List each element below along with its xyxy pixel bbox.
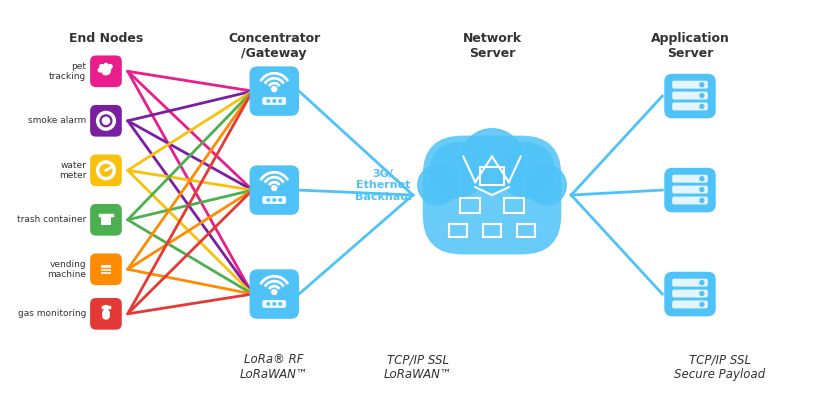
FancyBboxPatch shape <box>663 272 715 316</box>
FancyBboxPatch shape <box>101 265 111 275</box>
Text: TCP/IP SSL
LoRaWAN™: TCP/IP SSL LoRaWAN™ <box>383 354 451 381</box>
Text: water
meter: water meter <box>59 160 86 180</box>
FancyBboxPatch shape <box>90 298 122 330</box>
Circle shape <box>272 303 275 305</box>
Circle shape <box>103 117 109 124</box>
FancyBboxPatch shape <box>672 92 707 99</box>
Text: Concentrator
/Gateway: Concentrator /Gateway <box>228 32 320 60</box>
Circle shape <box>417 165 457 205</box>
FancyBboxPatch shape <box>672 103 707 111</box>
Circle shape <box>272 87 277 92</box>
FancyBboxPatch shape <box>262 196 286 204</box>
Circle shape <box>272 199 275 201</box>
FancyBboxPatch shape <box>262 97 286 105</box>
FancyBboxPatch shape <box>262 300 286 308</box>
Circle shape <box>267 303 269 305</box>
Circle shape <box>699 177 703 181</box>
Circle shape <box>699 83 703 87</box>
Circle shape <box>699 292 703 296</box>
Circle shape <box>429 142 484 198</box>
Text: End Nodes: End Nodes <box>69 32 143 45</box>
FancyBboxPatch shape <box>672 279 707 286</box>
Circle shape <box>460 129 523 192</box>
Text: smoke alarm: smoke alarm <box>28 116 86 125</box>
Text: TCP/IP SSL
Secure Payload: TCP/IP SSL Secure Payload <box>673 354 764 381</box>
Circle shape <box>279 303 281 305</box>
FancyBboxPatch shape <box>663 74 715 119</box>
Circle shape <box>104 63 108 67</box>
FancyBboxPatch shape <box>672 197 707 204</box>
FancyBboxPatch shape <box>249 66 299 116</box>
Circle shape <box>699 280 703 284</box>
Circle shape <box>272 186 277 191</box>
FancyBboxPatch shape <box>90 253 122 285</box>
Text: 3G/
Ethernet
Backhaul: 3G/ Ethernet Backhaul <box>354 168 411 202</box>
FancyBboxPatch shape <box>672 175 707 183</box>
Text: trash container: trash container <box>17 215 86 224</box>
Text: vending
machine: vending machine <box>47 260 86 279</box>
Text: pet
tracking: pet tracking <box>49 61 86 81</box>
Text: Network
Server: Network Server <box>462 32 521 60</box>
Circle shape <box>498 142 554 198</box>
Circle shape <box>101 66 110 75</box>
Circle shape <box>108 65 112 69</box>
FancyBboxPatch shape <box>90 204 122 236</box>
Circle shape <box>267 199 269 201</box>
FancyBboxPatch shape <box>249 269 299 319</box>
FancyBboxPatch shape <box>672 186 707 194</box>
FancyBboxPatch shape <box>90 55 122 87</box>
FancyBboxPatch shape <box>672 290 707 298</box>
Circle shape <box>272 100 275 102</box>
FancyBboxPatch shape <box>422 136 561 255</box>
Text: Application
Server: Application Server <box>650 32 729 60</box>
Circle shape <box>272 290 277 294</box>
FancyBboxPatch shape <box>90 105 122 136</box>
Circle shape <box>699 94 703 97</box>
Circle shape <box>279 199 281 201</box>
Circle shape <box>279 100 281 102</box>
Circle shape <box>699 199 703 202</box>
Circle shape <box>699 302 703 306</box>
FancyBboxPatch shape <box>663 168 715 212</box>
Circle shape <box>699 105 703 109</box>
Circle shape <box>267 100 269 102</box>
FancyBboxPatch shape <box>101 215 111 225</box>
FancyBboxPatch shape <box>102 309 109 320</box>
Text: LoRa® RF
LoRaWAN™: LoRa® RF LoRaWAN™ <box>239 354 308 381</box>
FancyBboxPatch shape <box>672 300 707 308</box>
Circle shape <box>699 188 703 192</box>
FancyBboxPatch shape <box>249 165 299 215</box>
Circle shape <box>99 68 102 72</box>
FancyBboxPatch shape <box>90 154 122 186</box>
Circle shape <box>526 165 566 205</box>
Circle shape <box>99 65 104 69</box>
FancyBboxPatch shape <box>672 81 707 89</box>
Text: gas monitoring: gas monitoring <box>17 309 86 318</box>
